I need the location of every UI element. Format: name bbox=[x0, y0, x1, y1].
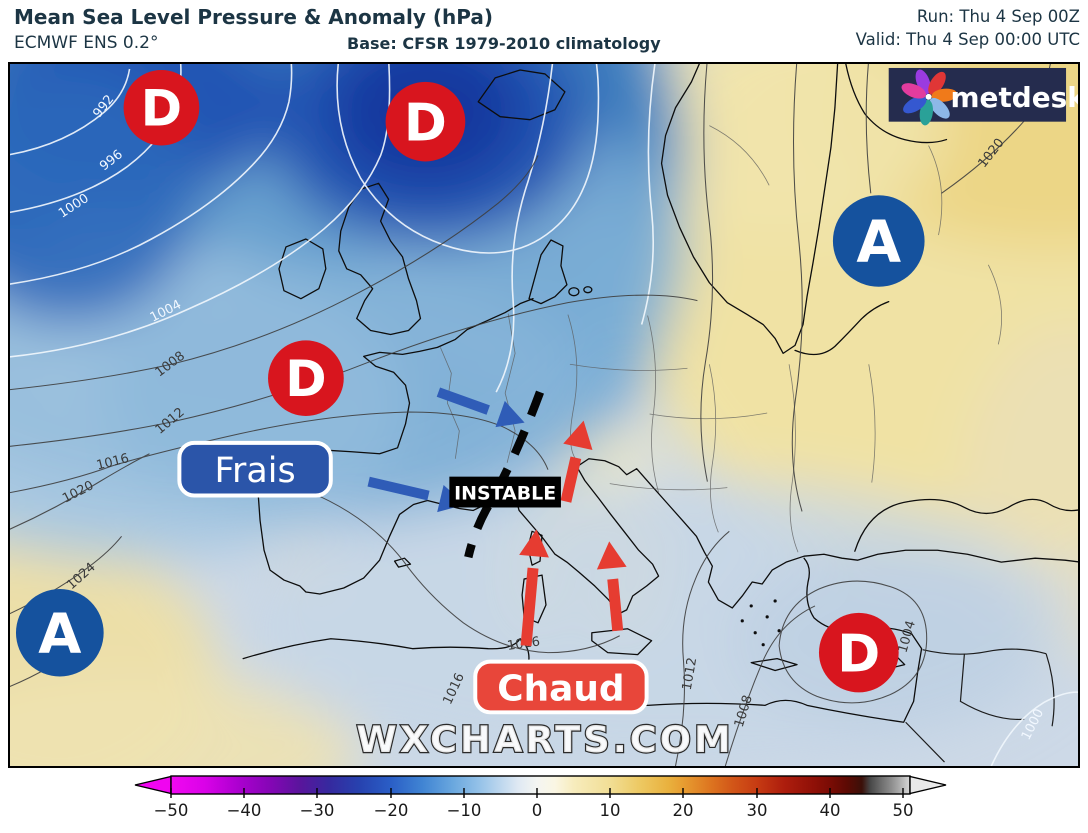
low-centre: D bbox=[123, 69, 200, 146]
colorbar-left-arrow bbox=[134, 775, 172, 795]
coast-scandinavia bbox=[660, 64, 839, 354]
model-label: ECMWF ENS 0.2° bbox=[14, 33, 159, 53]
metdesk-wordmark: metdesk bbox=[950, 81, 1078, 114]
coast-black-sea bbox=[854, 498, 1078, 552]
coast-baltic-east bbox=[794, 300, 890, 356]
run-valid-block: Run: Thu 4 Sep 00Z Valid: Thu 4 Sep 00:0… bbox=[856, 5, 1080, 51]
pressure-anomaly-map: 992 996 1000 1004 1008 1012 1016 1020 10… bbox=[10, 64, 1078, 766]
tick-label: 0 bbox=[532, 801, 543, 820]
island-crete bbox=[750, 657, 798, 672]
tick-label: 10 bbox=[600, 801, 621, 820]
coast-mainland-europe bbox=[257, 298, 1078, 615]
frais-text: Frais bbox=[215, 451, 296, 491]
low-letter: D bbox=[141, 80, 182, 138]
map-area: 992 996 1000 1004 1008 1012 1016 1020 10… bbox=[8, 62, 1080, 768]
isobar-label: 1012 bbox=[680, 656, 701, 691]
coast-iceland bbox=[477, 69, 566, 121]
island-sardinia bbox=[521, 574, 547, 624]
anomaly-colorbar: −50 −40 −30 −20 −10 0 10 20 30 40 50 bbox=[0, 768, 1088, 833]
coast-gulf-finland bbox=[845, 64, 948, 144]
low-letter: D bbox=[837, 624, 880, 684]
run-label: Run: Thu 4 Sep 00Z bbox=[916, 7, 1080, 26]
metdesk-flower-icon bbox=[901, 69, 958, 126]
tick-label: −40 bbox=[227, 801, 262, 820]
low-centre: D bbox=[268, 340, 344, 416]
coast-denmark bbox=[528, 239, 568, 305]
watermark: WXCHARTS.COM bbox=[356, 718, 733, 761]
low-centre: D bbox=[818, 612, 899, 693]
tick-label: −50 bbox=[154, 801, 189, 820]
base-climatology-label: Base: CFSR 1979-2010 climatology bbox=[347, 34, 661, 53]
tick-label: 40 bbox=[820, 801, 841, 820]
tick-label: 50 bbox=[893, 801, 914, 820]
colorbar-right-arrow bbox=[909, 775, 947, 795]
colorbar-gradient-bar bbox=[170, 775, 911, 795]
warm-flow-arrows bbox=[519, 420, 627, 647]
tick-label: −30 bbox=[300, 801, 335, 820]
annotation-boxes: Frais INSTABLE Chaud bbox=[177, 440, 649, 715]
page-title: Mean Sea Level Pressure & Anomaly (hPa) bbox=[14, 5, 494, 29]
high-letter: A bbox=[38, 602, 81, 667]
instable-label: INSTABLE bbox=[449, 476, 561, 508]
aegean-islands bbox=[740, 599, 781, 647]
middle-east-borders bbox=[905, 648, 1055, 763]
metdesk-logo: metdesk bbox=[888, 67, 1078, 126]
colorbar-ticks bbox=[170, 788, 904, 798]
island-mallorca bbox=[393, 557, 412, 568]
tick-label: −10 bbox=[447, 801, 482, 820]
colorbar-svg: −50 −40 −30 −20 −10 0 10 20 30 40 50 bbox=[134, 775, 947, 820]
tick-label: 30 bbox=[747, 801, 768, 820]
valid-label: Valid: Thu 4 Sep 00:00 UTC bbox=[855, 30, 1080, 50]
coast-ireland bbox=[278, 238, 327, 300]
high-centre: A bbox=[15, 589, 104, 677]
instable-text: INSTABLE bbox=[454, 482, 556, 504]
low-letter: D bbox=[404, 93, 447, 153]
frais-label: Frais bbox=[177, 440, 333, 498]
low-centre: D bbox=[385, 81, 466, 162]
pressure-centres: D D D D A A bbox=[15, 69, 925, 693]
country-borders bbox=[440, 125, 1002, 553]
tick-label: 20 bbox=[673, 801, 694, 820]
high-letter: A bbox=[856, 208, 901, 276]
high-centre: A bbox=[832, 195, 925, 287]
chaud-text: Chaud bbox=[497, 668, 624, 709]
colorbar-tick-labels: −50 −40 −30 −20 −10 0 10 20 30 40 50 bbox=[154, 801, 914, 820]
coast-great-britain bbox=[338, 182, 422, 336]
tick-label: −20 bbox=[374, 801, 409, 820]
low-letter: D bbox=[285, 350, 326, 408]
island-sicily bbox=[591, 628, 653, 656]
isobars-dark bbox=[10, 64, 1051, 766]
chaud-label: Chaud bbox=[473, 659, 649, 715]
